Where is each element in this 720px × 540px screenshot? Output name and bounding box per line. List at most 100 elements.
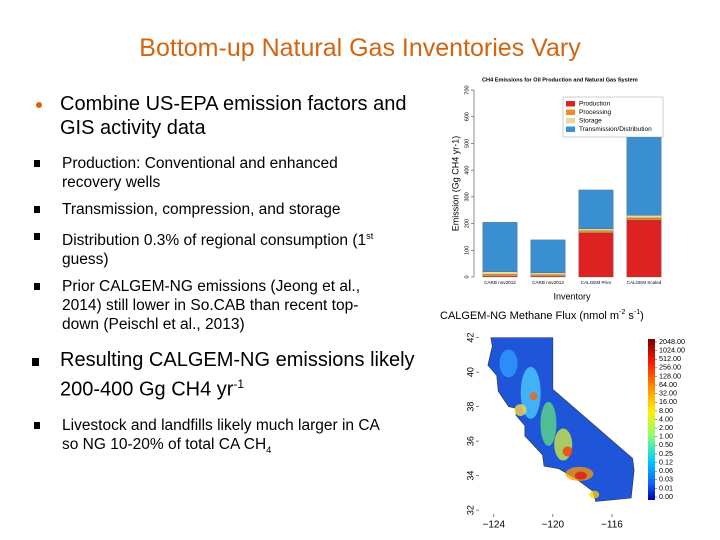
bar-segment [578,228,614,231]
colorbar-label: 2.00 [659,423,673,432]
superscript: -1 [233,377,245,392]
x-tick-label: CALGEM Prior [581,280,612,285]
x-tick-label: −116 [601,520,623,531]
flux-patch [514,404,527,417]
bar-segment [482,222,518,272]
colorbar-label: 32.00 [659,389,677,398]
legend-box [562,96,664,138]
sub-bullet: Production: Conventional and enhanced re… [30,154,382,192]
bar-segment [530,272,566,276]
legend-swatch [566,109,575,115]
bullet: Combine US-EPA emission factors and GIS … [30,92,430,140]
colorbar-label: 256.00 [659,363,681,372]
colorbar-label: 0.50 [659,440,673,449]
x-tick-label: CARB nov2012 [484,280,516,285]
y-tick-label: 34 [465,471,475,481]
x-tick-label: CARB nov2013 [532,280,564,285]
colorbar-label: 4.00 [659,414,673,423]
flux-patch [589,490,600,499]
y-tick-label: 100 [464,246,470,255]
y-tick-label: 700 [464,85,470,94]
legend-label: Production [579,101,610,108]
colorbar-label: 1024.00 [659,346,685,355]
title-part: ) [640,310,644,322]
bar-segment [626,219,662,278]
flux-patch [562,446,573,457]
bar-segment [626,215,662,219]
legend-swatch [566,101,575,107]
y-tick-label: 600 [464,112,470,121]
sub-bullet: Transmission, compression, and storage [30,200,382,219]
bullet: Resulting CALGEM-NG emissions likely 200… [30,348,430,402]
legend-label: Processing [579,109,612,116]
legend-swatch [566,126,575,132]
y-tick-label: 400 [464,166,470,175]
subscript: 4 [266,444,272,455]
y-tick-label: 500 [464,139,470,148]
sub-bullet: Prior CALGEM-NG emissions (Jeong et al.,… [30,277,382,334]
colorbar-label: 0.00 [659,492,673,501]
chart-title: CH4 Emissions for Oil Production and Nat… [482,77,638,83]
sub-bullet-text: Production: Conventional and enhanced re… [62,155,338,191]
sub-list: Production: Conventional and enhanced re… [30,154,430,334]
colorbar-label: 8.00 [659,406,673,415]
title-part: s [625,310,634,322]
bar-segment [626,217,662,221]
sub-bullet-text: guess) [62,251,109,269]
bar-segment [578,189,614,229]
colorbar-label: 0.03 [659,475,673,484]
colorbar-label: 512.00 [659,354,681,363]
x-tick-label: −124 [483,520,506,531]
y-tick-label: 32 [465,505,475,515]
colorbar-label: 16.00 [659,397,677,406]
bar-segment [530,274,566,277]
sub-list: Livestock and landfills likely much larg… [30,416,430,460]
sub-bullet-text: Prior CALGEM-NG emissions (Jeong et al.,… [62,278,361,334]
slide-title: Bottom-up Natural Gas Inventories Vary [139,34,581,62]
title-part: CALGEM-NG Methane Flux (nmol m [440,310,619,322]
x-axis-label: Inventory [553,291,591,301]
y-tick-label: 42 [465,333,475,343]
y-tick-label: 300 [464,192,470,201]
bullet-list: Combine US-EPA emission factors and GIS … [30,92,430,474]
bar-segment [578,232,614,278]
title-part: -2 [619,309,625,316]
sub-bullet: Livestock and landfills likely much larg… [30,416,382,460]
flux-patch [540,401,557,446]
bar-segment [626,134,662,216]
colorbar-label: 0.06 [659,466,673,475]
y-tick-label: 200 [464,219,470,228]
bar-segment [482,271,518,275]
colorbar-label: 64.00 [659,380,677,389]
colorbar [648,339,655,500]
flux-patch [529,392,538,401]
title-part: -1 [634,309,640,316]
colorbar-label: 0.01 [659,483,673,492]
bullet-text: Resulting CALGEM-NG emissions likely 200… [60,349,415,401]
y-tick-label: 36 [465,436,475,446]
x-tick-label: −120 [542,520,565,531]
y-tick-label: 40 [465,367,475,377]
flux-patch [574,471,587,480]
bar-segment [530,239,566,273]
colorbar-label: 1.00 [659,432,673,441]
bullet-text: Combine US-EPA emission factors and GIS … [60,93,407,139]
legend-swatch [566,118,575,124]
flux-patch [499,349,518,378]
map-title: CALGEM-NG Methane Flux (nmol m-2 s-1) [440,309,644,322]
sub-bullet-text: Livestock and landfills likely much larg… [62,416,380,453]
superscript: st [366,231,374,241]
sub-bullet: Distribution 0.3% of regional consumptio… [30,227,382,269]
flux-patch [520,366,541,419]
colorbar-label: 0.12 [659,457,673,466]
legend-label: Storage [579,118,602,125]
sub-bullet-text: Distribution 0.3% of regional consumptio… [62,232,367,250]
colorbar-label: 128.00 [659,371,681,380]
bar-segment [578,230,614,234]
colorbar-label: 2048.00 [659,337,685,346]
y-tick-label: 0 [464,275,470,278]
colorbar-label: 0.25 [659,449,673,458]
y-tick-label: 38 [465,402,475,412]
